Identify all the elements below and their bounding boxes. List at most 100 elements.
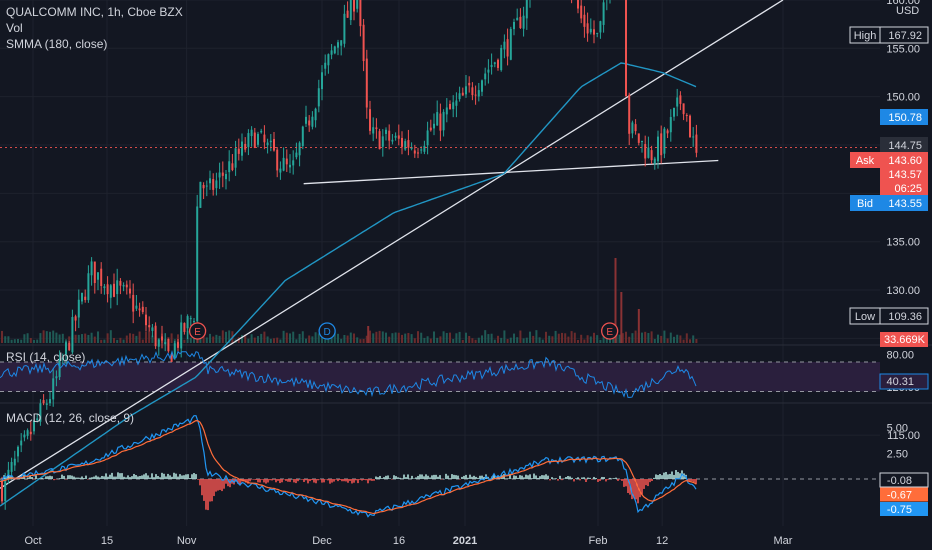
macd-histogram-bar: [115, 476, 117, 479]
time-tick-label: 15: [101, 535, 113, 547]
candle-body: [407, 140, 410, 148]
candle-body: [116, 280, 119, 295]
macd-legend[interactable]: MACD (12, 26, close, 9): [6, 411, 135, 425]
candle-body: [481, 80, 483, 92]
macd-histogram-bar: [127, 475, 129, 479]
candle-body: [311, 116, 314, 127]
symbol-title[interactable]: QUALCOMM INC, 1h, Cboe BZX: [6, 5, 183, 19]
macd-histogram-bar: [287, 479, 289, 482]
macd-histogram-bar: [119, 473, 121, 479]
macd-histogram-bar: [453, 474, 455, 479]
volume-bar: [269, 338, 272, 343]
candle-body: [138, 308, 141, 311]
macd-histogram-bar: [605, 479, 607, 482]
price-tick-label: 135.00: [886, 237, 920, 249]
volume-legend[interactable]: Vol: [6, 21, 23, 35]
earnings-marker: [188, 322, 207, 340]
macd-histogram-bar: [25, 478, 27, 480]
volume-bar: [503, 330, 506, 343]
volume-bar: [548, 335, 551, 343]
smma-legend[interactable]: SMMA (180, close): [6, 37, 108, 51]
bid-value-text: 143.55: [888, 198, 922, 210]
trendlines[interactable]: [0, 0, 784, 489]
macd-histogram-bar: [267, 479, 269, 483]
macd-histogram-bar: [131, 476, 133, 479]
candle-body: [493, 62, 496, 64]
rsi-path: [0, 349, 697, 398]
candle-body: [439, 113, 442, 131]
candle-body: [183, 323, 186, 332]
candle-body: [653, 158, 656, 164]
volume-bar: [340, 338, 343, 343]
macd-histogram-bar: [659, 473, 661, 479]
high-value-box: [879, 26, 929, 44]
macd-histogram-bar: [97, 476, 99, 479]
macd-histogram-bar: [417, 475, 419, 479]
macd-histogram-bar: [253, 479, 255, 480]
volume-bar: [13, 339, 16, 343]
volume-bar: [327, 338, 330, 343]
candle-body: [23, 434, 26, 438]
volume-bar: [647, 332, 650, 343]
macd-histogram-bar: [85, 475, 87, 479]
candle-body: [20, 440, 23, 446]
macd-histogram-bar: [655, 474, 657, 479]
volume-bar: [225, 331, 227, 343]
macd-histogram-bar: [81, 476, 83, 479]
volume-bar: [39, 333, 42, 343]
volume-bar: [660, 335, 663, 343]
candle-body: [487, 69, 490, 73]
macd-histogram-bar: [607, 479, 609, 480]
macd-histogram-bar: [353, 479, 355, 483]
macd-histogram-bar: [639, 479, 641, 498]
time-tick-label: Mar: [774, 535, 793, 547]
candle-body: [641, 141, 643, 143]
macd-histogram-text: -0.08: [887, 475, 912, 487]
volume-bar: [97, 331, 99, 343]
rsi-legend[interactable]: RSI (14, close): [6, 350, 86, 364]
macd-histogram-bar: [295, 479, 297, 484]
volume-bar: [311, 336, 314, 343]
macd-histogram-bar: [525, 474, 527, 479]
volume-bar: [183, 339, 186, 343]
volume-bar: [497, 335, 499, 343]
macd-histogram-bar: [89, 477, 91, 479]
macd-histogram-bar: [117, 472, 119, 479]
candle-body: [602, 2, 605, 25]
rsi-value-box: [879, 373, 929, 390]
candle-body: [260, 130, 263, 133]
candle-body: [241, 141, 243, 156]
candle-body: [186, 316, 189, 329]
candle-body: [145, 314, 147, 326]
macd-tick-label: 2.50: [887, 448, 908, 460]
price-tick-label: 155.00: [886, 43, 920, 55]
volume-bar: [109, 330, 112, 343]
candle-body: [586, 23, 589, 34]
volume-bar: [132, 333, 135, 343]
macd-histogram-bar: [657, 475, 659, 479]
macd-histogram-bar: [645, 479, 647, 486]
candle-body: [695, 134, 698, 153]
candle-body: [634, 124, 637, 132]
macd-histogram-bar: [7, 474, 9, 479]
macd-histogram-bar: [31, 477, 33, 479]
volume-bar: [369, 330, 371, 343]
macd-histogram-bar: [473, 475, 475, 479]
candle-body: [397, 135, 400, 139]
macd-histogram-bar: [449, 478, 451, 479]
bid-tag-text: Bid: [857, 198, 873, 210]
macd-histogram-bar: [55, 479, 57, 480]
candle-body: [593, 29, 595, 35]
time-axis[interactable]: Oct 15 Nov Dec 16 2021 Feb 12 Mar: [24, 535, 792, 547]
macd-histogram-bar: [391, 479, 393, 480]
earnings-marker-label: E: [194, 327, 201, 338]
macd-histogram-bar: [317, 479, 319, 481]
macd-histogram-bar: [173, 472, 175, 479]
volume-bar: [554, 330, 557, 343]
volume-bar: [279, 339, 282, 343]
volume-bar: [148, 331, 151, 343]
macd-histogram-bar: [111, 472, 113, 479]
macd-histogram-bar: [79, 477, 81, 479]
